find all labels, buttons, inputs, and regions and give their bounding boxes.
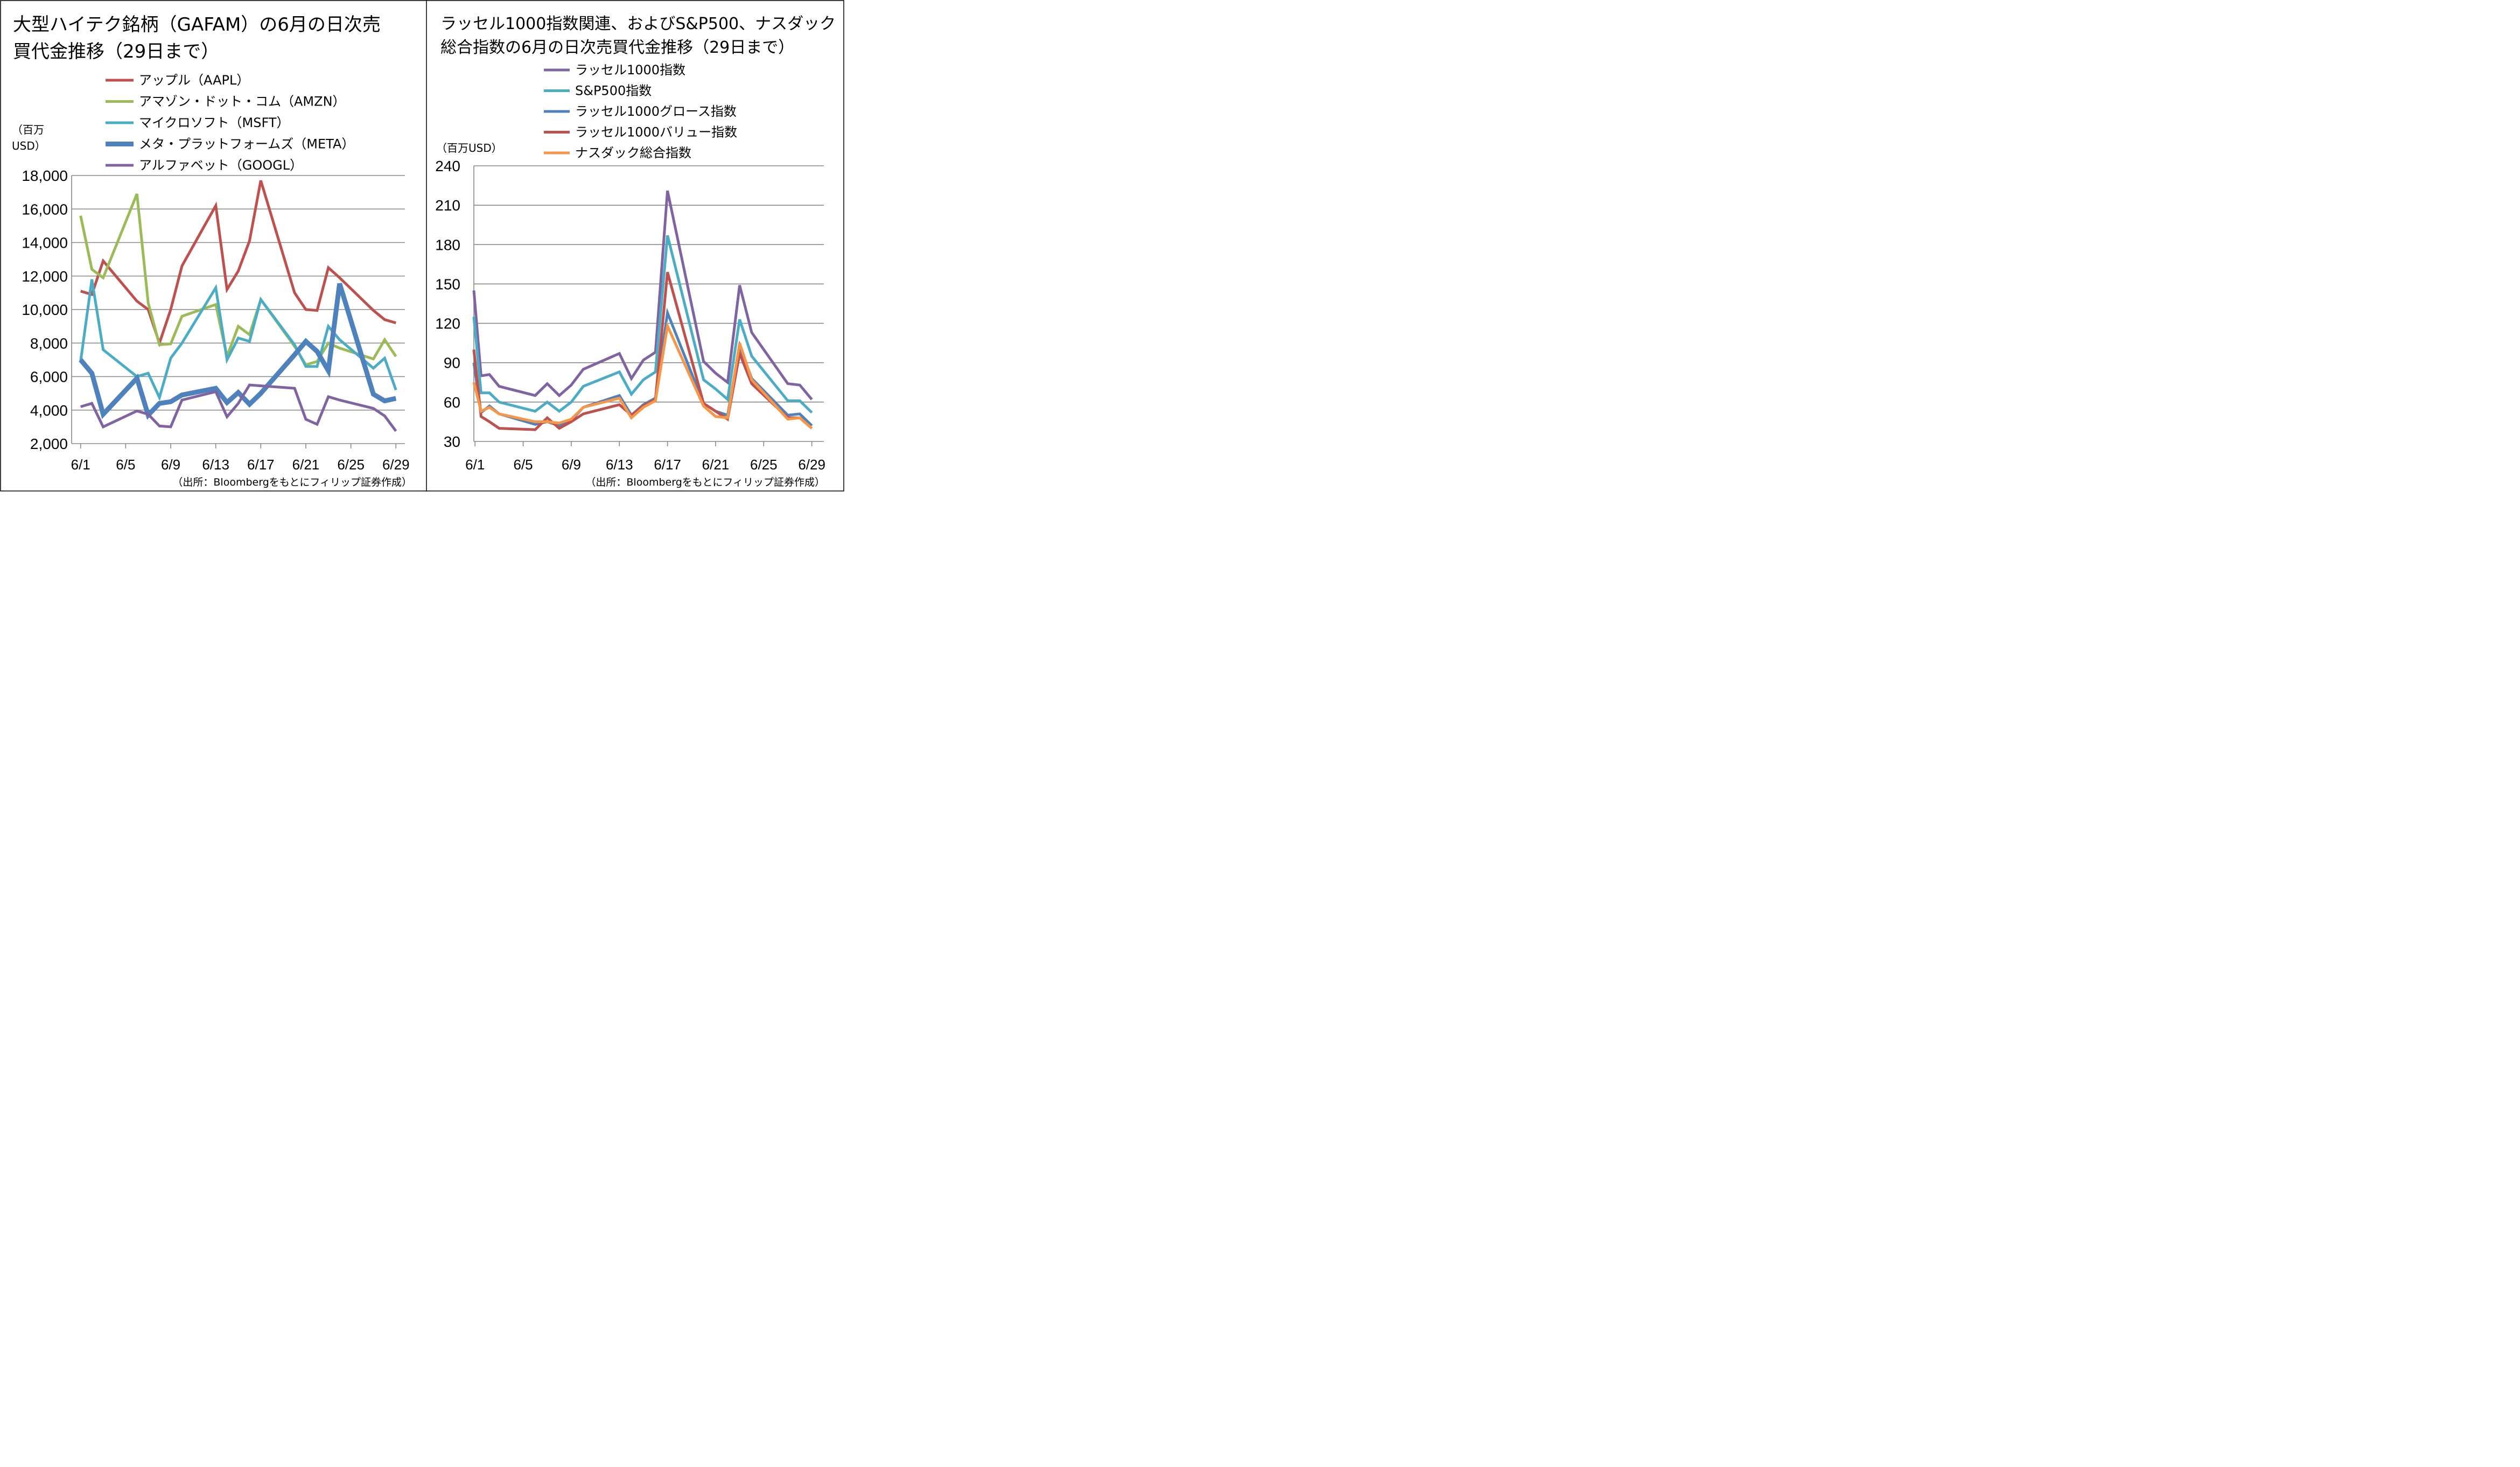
gafam-y-tick-label: 8,000 <box>30 335 68 352</box>
gafam-x-tick-label: 6/13 <box>202 457 229 473</box>
index-y-tick-label: 90 <box>444 355 460 371</box>
index-y-tick-label: 240 <box>435 158 460 174</box>
gafam-y-tick-label: 14,000 <box>22 235 68 251</box>
gafam-legend-label-1: アップル（AAPL） <box>139 73 249 88</box>
gafam-x-tick-label: 6/1 <box>71 457 90 473</box>
index-title-line-1: ラッセル1000指数関連、およびS&P500、ナスダック <box>440 15 836 33</box>
index-x-tick-label: 6/5 <box>514 457 533 473</box>
gafam-title-line-1: 大型ハイテク銘柄（GAFAM）の6月の日次売 <box>13 14 381 36</box>
gafam-unit-line-2: USD） <box>12 139 46 152</box>
gafam-x-tick-label: 6/9 <box>161 457 180 473</box>
gafam-y-tick-label: 6,000 <box>30 369 68 385</box>
gafam-panel: 大型ハイテク銘柄（GAFAM）の6月の日次売 買代金推移（29日まで） （百万 … <box>12 14 412 488</box>
gafam-axes: 2,000 4,000 6,000 8,000 10,000 12,000 14,000 16… <box>22 167 409 473</box>
index-unit-label: （百万USD） <box>436 142 502 155</box>
index-y-tick-label: 120 <box>435 315 460 332</box>
figure: 大型ハイテク銘柄（GAFAM）の6月の日次売 買代金推移（29日まで） （百万 … <box>0 0 844 492</box>
index-series-line-1 <box>472 190 813 401</box>
gafam-series-line-5 <box>80 383 397 432</box>
gafam-legend-label-3: マイクロソフト（MSFT） <box>139 115 290 130</box>
gafam-series <box>79 180 397 432</box>
gafam-y-tick-label: 12,000 <box>22 268 68 285</box>
index-y-tick-label: 60 <box>444 394 460 411</box>
index-panel: ラッセル1000指数関連、およびS&P500、ナスダック 総合指数の6月の日次売… <box>435 15 836 488</box>
index-y-tick-label: 30 <box>444 433 460 450</box>
index-x-tick-label: 6/17 <box>654 457 681 473</box>
gafam-x-tick-label: 6/5 <box>116 457 135 473</box>
index-series <box>472 190 813 431</box>
gafam-source-note: （出所：Bloombergをもとにフィリップ証券作成） <box>172 476 412 488</box>
index-y-tick-label: 210 <box>435 197 460 214</box>
gafam-x-tick-label: 6/17 <box>247 457 275 473</box>
gafam-legend: アップル（AAPL） アマゾン・ドット・コム（AMZN） マイクロソフト（MSFT）… <box>106 73 354 173</box>
index-legend-label-1: ラッセル1000指数 <box>575 62 685 78</box>
index-title-line-2: 総合指数の6月の日次売買代金推移（29日まで） <box>440 38 794 57</box>
gafam-series-line-3 <box>79 279 397 402</box>
gafam-unit-line-1: （百万 <box>12 123 44 136</box>
gafam-series-line-4 <box>79 283 397 420</box>
index-y-tick-label: 150 <box>435 276 460 292</box>
gafam-legend-label-4: メタ・プラットフォームズ（META） <box>139 137 354 152</box>
gafam-legend-label-2: アマゾン・ドット・コム（AMZN） <box>139 94 346 109</box>
gafam-x-tick-label: 6/21 <box>292 457 320 473</box>
gafam-series-line-2 <box>79 193 397 367</box>
gafam-gridlines <box>72 175 405 444</box>
index-x-tick-label: 6/29 <box>798 457 825 473</box>
index-series-line-2 <box>472 235 813 414</box>
gafam-title-line-2: 買代金推移（29日まで） <box>13 41 219 62</box>
gafam-x-tick-label: 6/25 <box>337 457 365 473</box>
gafam-legend-label-5: アルファベット（GOOGL） <box>139 158 303 173</box>
index-x-tick-label: 6/9 <box>562 457 581 473</box>
gafam-y-tick-label: 4,000 <box>30 402 68 419</box>
index-x-tick-label: 6/1 <box>465 457 485 473</box>
index-y-tick-label: 180 <box>435 236 460 253</box>
gafam-y-tick-label: 16,000 <box>22 201 68 217</box>
index-x-tick-label: 6/13 <box>606 457 633 473</box>
index-x-tick-label: 6/25 <box>750 457 778 473</box>
gafam-y-tick-label: 18,000 <box>22 167 68 184</box>
gafam-y-tick-label: 2,000 <box>30 436 68 452</box>
index-legend-label-4: ラッセル1000バリュー指数 <box>575 125 737 140</box>
index-series-line-5 <box>472 321 813 430</box>
gafam-series-line-1 <box>80 180 397 348</box>
gafam-x-tick-label: 6/29 <box>382 457 410 473</box>
index-x-tick-label: 6/21 <box>702 457 730 473</box>
index-series-line-4 <box>472 271 813 431</box>
index-legend-label-3: ラッセル1000グロース指数 <box>575 104 737 119</box>
index-source-note: （出所：Bloombergをもとにフィリップ証券作成） <box>585 476 825 488</box>
index-legend-label-2: S&P500指数 <box>575 83 652 99</box>
index-legend: ラッセル1000指数 S&P500指数ラッセル1000グロース指数ラッセル1000… <box>544 62 737 160</box>
index-axes: 30 60 90 120 150 180 210 240 6/1 6/5 6/9 6/13 6/17 6/… <box>435 158 825 473</box>
index-legend-label-5: ナスダック総合指数 <box>575 145 691 160</box>
gafam-y-tick-label: 10,000 <box>22 301 68 318</box>
